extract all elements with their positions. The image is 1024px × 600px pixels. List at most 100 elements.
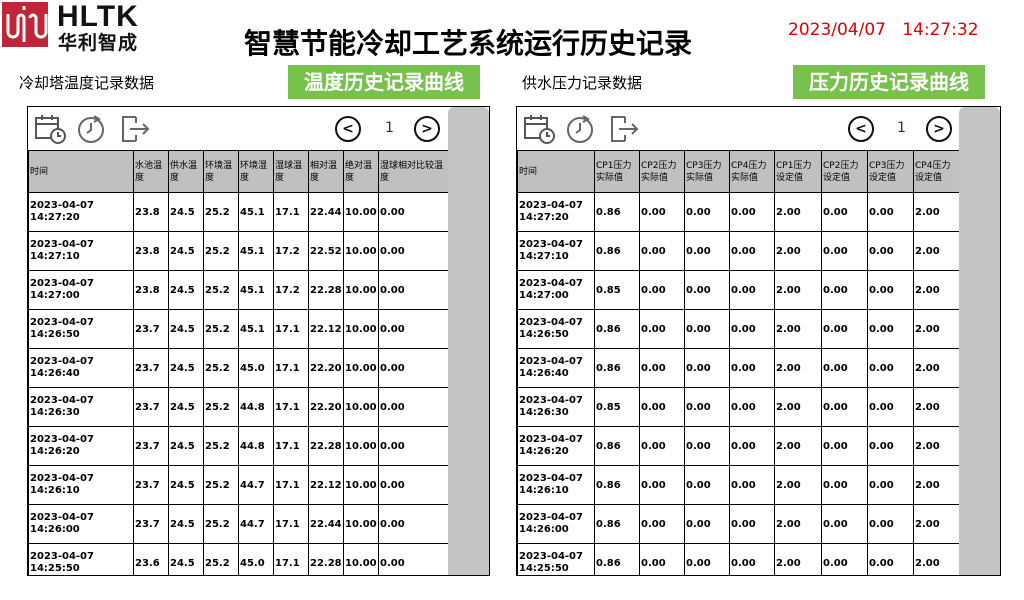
- time-cell: 2023-04-07 14:25:50: [517, 543, 595, 575]
- table-row[interactable]: 2023-04-07 14:27:10 23.8 24.5 25.2 45.1 17.2 2…: [28, 231, 449, 271]
- time-cell: 2023-04-07 14:26:20: [28, 426, 134, 466]
- value-cell: 0.00: [378, 348, 449, 388]
- clock-refresh-icon[interactable]: [565, 114, 597, 144]
- value-cell: 23.7: [133, 387, 169, 427]
- value-cell: 24.5: [168, 231, 204, 271]
- value-cell: 0.00: [729, 543, 775, 575]
- temperature-record-panel: < 1 > 时间 水池温度 供水温度 环境温度 环境湿度 湿球温度 相对温度 绝对温度 湿球相对…: [27, 106, 490, 576]
- value-cell: 10.00: [343, 348, 379, 388]
- column-header: CP2压力实际值: [639, 150, 685, 193]
- table-row[interactable]: 2023-04-07 14:26:30 0.85 0.00 0.00 0.00 2.00 0…: [517, 387, 960, 427]
- value-cell: 24.5: [168, 270, 204, 310]
- clock-refresh-icon[interactable]: [76, 114, 108, 144]
- table-row[interactable]: 2023-04-07 14:26:10 23.7 24.5 25.2 44.7 17.1 2…: [28, 465, 449, 505]
- column-header: CP3压力实际值: [684, 150, 730, 193]
- previous-page-button[interactable]: <: [848, 116, 874, 142]
- table-row[interactable]: 2023-04-07 14:26:50 0.86 0.00 0.00 0.00 2.00 0…: [517, 309, 960, 349]
- temperature-curve-button[interactable]: 温度历史记录曲线: [288, 65, 480, 99]
- table-row[interactable]: 2023-04-07 14:26:20 0.86 0.00 0.00 0.00 2.00 0…: [517, 426, 960, 466]
- value-cell: 24.5: [168, 387, 204, 427]
- column-header: 供水温度: [168, 150, 204, 193]
- datetime-display: 2023/04/07 14:27:32: [788, 20, 979, 40]
- value-cell: 17.1: [273, 504, 309, 544]
- value-cell: 23.8: [133, 270, 169, 310]
- temperature-scrollbar[interactable]: [448, 107, 489, 575]
- value-cell: 24.5: [168, 465, 204, 505]
- calendar-clock-icon[interactable]: [34, 114, 66, 144]
- value-cell: 0.00: [639, 192, 685, 232]
- value-cell: 0.00: [821, 348, 868, 388]
- value-cell: 0.00: [639, 270, 685, 310]
- export-icon[interactable]: [120, 114, 152, 144]
- table-row[interactable]: 2023-04-07 14:27:20 23.8 24.5 25.2 45.1 17.1 2…: [28, 192, 449, 232]
- value-cell: 17.1: [273, 387, 309, 427]
- table-row[interactable]: 2023-04-07 14:27:00 0.85 0.00 0.00 0.00 2.00 0…: [517, 270, 960, 310]
- table-row[interactable]: 2023-04-07 14:26:30 23.7 24.5 25.2 44.8 17.1 2…: [28, 387, 449, 427]
- table-row[interactable]: 2023-04-07 14:25:50 0.86 0.00 0.00 0.00 2.00 0…: [517, 543, 960, 575]
- column-header: 时间: [517, 150, 595, 193]
- value-cell: 24.5: [168, 426, 204, 466]
- value-cell: 10.00: [343, 231, 379, 271]
- table-row[interactable]: 2023-04-07 14:27:20 0.86 0.00 0.00 0.00 2.00 0…: [517, 192, 960, 232]
- pressure-scrollbar[interactable]: [959, 107, 1000, 575]
- value-cell: 17.2: [273, 270, 309, 310]
- value-cell: 0.00: [729, 504, 775, 544]
- value-cell: 45.0: [238, 543, 274, 575]
- value-cell: 22.52: [308, 231, 344, 271]
- value-cell: 10.00: [343, 465, 379, 505]
- value-cell: 0.00: [684, 426, 730, 466]
- value-cell: 0.86: [594, 426, 640, 466]
- value-cell: 44.8: [238, 426, 274, 466]
- value-cell: 2.00: [774, 426, 822, 466]
- table-row[interactable]: 2023-04-07 14:26:00 0.86 0.00 0.00 0.00 2.00 0…: [517, 504, 960, 544]
- value-cell: 24.5: [168, 348, 204, 388]
- export-icon[interactable]: [609, 114, 641, 144]
- value-cell: 0.00: [639, 387, 685, 427]
- previous-page-button[interactable]: <: [335, 116, 361, 142]
- value-cell: 22.28: [308, 426, 344, 466]
- time-cell: 2023-04-07 14:27:00: [28, 270, 134, 310]
- value-cell: 0.00: [684, 270, 730, 310]
- value-cell: 2.00: [913, 426, 960, 466]
- table-row[interactable]: 2023-04-07 14:26:10 0.86 0.00 0.00 0.00 2.00 0…: [517, 465, 960, 505]
- table-row[interactable]: 2023-04-07 14:26:40 23.7 24.5 25.2 45.0 17.1 2…: [28, 348, 449, 388]
- value-cell: 10.00: [343, 387, 379, 427]
- value-cell: 25.2: [203, 504, 239, 544]
- value-cell: 17.1: [273, 309, 309, 349]
- value-cell: 45.1: [238, 192, 274, 232]
- temperature-table: 时间 水池温度 供水温度 环境温度 环境湿度 湿球温度 相对温度 绝对温度 湿球相对比较温度 20…: [28, 150, 449, 575]
- table-row[interactable]: 2023-04-07 14:26:00 23.7 24.5 25.2 44.7 17.1 2…: [28, 504, 449, 544]
- value-cell: 0.00: [867, 504, 914, 544]
- value-cell: 0.00: [639, 504, 685, 544]
- column-header: 水池温度: [133, 150, 169, 193]
- next-page-button[interactable]: >: [926, 116, 952, 142]
- next-page-button[interactable]: >: [414, 116, 440, 142]
- time-cell: 2023-04-07 14:27:10: [517, 231, 595, 271]
- value-cell: 0.00: [684, 465, 730, 505]
- value-cell: 0.00: [639, 348, 685, 388]
- value-cell: 25.2: [203, 309, 239, 349]
- pressure-curve-button[interactable]: 压力历史记录曲线: [793, 65, 985, 99]
- value-cell: 44.8: [238, 387, 274, 427]
- table-row[interactable]: 2023-04-07 14:27:00 23.8 24.5 25.2 45.1 17.2 2…: [28, 270, 449, 310]
- time-cell: 2023-04-07 14:27:10: [28, 231, 134, 271]
- table-row[interactable]: 2023-04-07 14:26:40 0.86 0.00 0.00 0.00 2.00 0…: [517, 348, 960, 388]
- column-header: CP4压力实际值: [729, 150, 775, 193]
- value-cell: 2.00: [774, 465, 822, 505]
- value-cell: 0.00: [821, 504, 868, 544]
- value-cell: 45.1: [238, 231, 274, 271]
- table-row[interactable]: 2023-04-07 14:27:10 0.86 0.00 0.00 0.00 2.00 0…: [517, 231, 960, 271]
- table-row[interactable]: 2023-04-07 14:26:50 23.7 24.5 25.2 45.1 17.1 2…: [28, 309, 449, 349]
- table-row[interactable]: 2023-04-07 14:25:50 23.6 24.5 25.2 45.0 17.1 2…: [28, 543, 449, 575]
- value-cell: 0.85: [594, 270, 640, 310]
- table-row[interactable]: 2023-04-07 14:26:20 23.7 24.5 25.2 44.8 17.1 2…: [28, 426, 449, 466]
- calendar-clock-icon[interactable]: [523, 114, 555, 144]
- column-header: 湿球相对比较温度: [378, 150, 449, 193]
- value-cell: 0.00: [378, 231, 449, 271]
- value-cell: 0.00: [684, 231, 730, 271]
- value-cell: 0.00: [867, 465, 914, 505]
- value-cell: 2.00: [774, 231, 822, 271]
- value-cell: 0.00: [821, 231, 868, 271]
- value-cell: 0.00: [684, 309, 730, 349]
- value-cell: 24.5: [168, 504, 204, 544]
